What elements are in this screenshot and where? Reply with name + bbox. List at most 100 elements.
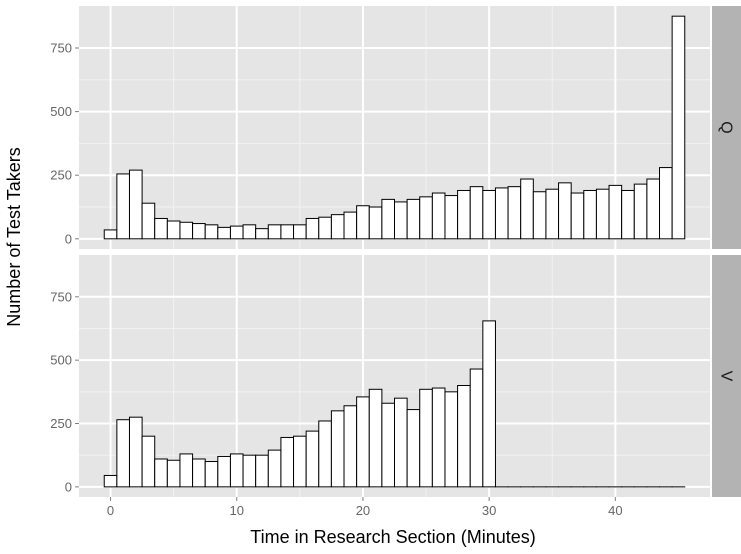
- histogram-bar: [267, 224, 282, 240]
- histogram-bar: [242, 454, 257, 488]
- facet-strip-label: Q: [718, 121, 735, 133]
- histogram-bar: [116, 173, 130, 240]
- histogram-bar: [318, 420, 332, 488]
- histogram-bar: [179, 453, 194, 488]
- histogram-bar: [469, 368, 484, 488]
- histogram-bar: [141, 202, 156, 240]
- histogram-bar: [356, 205, 370, 240]
- y-tick-label: 250: [50, 168, 72, 183]
- facet-panel-q: 0 250 500 750 Q: [50, 6, 741, 249]
- histogram-bar: [406, 409, 421, 488]
- histogram-bar: [318, 216, 332, 240]
- histogram-bar: [229, 453, 244, 488]
- histogram-bar: [532, 191, 547, 240]
- histogram-bar: [558, 182, 572, 240]
- histogram-bar: [166, 459, 181, 488]
- histogram-bar: [457, 385, 471, 488]
- histogram-bar: [166, 220, 181, 240]
- histogram-bar: [330, 214, 345, 240]
- histogram-bar: [570, 192, 585, 240]
- x-tick-label: 0: [107, 503, 114, 518]
- x-tick-label: 10: [230, 503, 244, 518]
- y-tick-label: 250: [50, 416, 72, 431]
- histogram-bar: [343, 405, 358, 488]
- histogram-bar: [671, 15, 686, 240]
- histogram-bar: [482, 189, 496, 240]
- histogram-bar: [545, 188, 560, 240]
- facet-panels: 0 250 500 750 Q 0 250 500 750 V: [50, 6, 741, 497]
- histogram-bar: [103, 474, 118, 488]
- histogram-bar: [280, 436, 295, 488]
- x-tick-label: 30: [482, 503, 496, 518]
- facet-panel-v: 0 250 500 750 V: [50, 255, 741, 497]
- histogram-bar: [267, 449, 282, 488]
- histogram-bar: [255, 228, 269, 240]
- y-tick-label: 500: [50, 353, 72, 368]
- histogram-bar: [482, 320, 496, 488]
- histogram-bar: [229, 225, 244, 240]
- histogram-bar: [583, 189, 597, 240]
- histogram-bar: [394, 397, 408, 488]
- histogram-bar: [431, 192, 446, 240]
- facet-strip-q: [712, 6, 741, 249]
- histogram-bar: [217, 226, 231, 240]
- histogram-bar: [507, 186, 522, 240]
- histogram-bar: [419, 196, 433, 240]
- histogram-bar: [381, 198, 396, 240]
- histogram-bar: [406, 198, 421, 240]
- y-tick-label: 750: [50, 289, 72, 304]
- histogram-bar: [217, 455, 231, 488]
- y-tick-label: 0: [65, 231, 72, 246]
- histogram-bar: [204, 224, 219, 240]
- histogram-bar: [154, 217, 168, 240]
- y-tick-label: 500: [50, 104, 72, 119]
- x-tick-label: 20: [356, 503, 370, 518]
- histogram-bar: [255, 454, 269, 488]
- histogram-bar: [494, 187, 509, 240]
- histogram-bar: [141, 435, 156, 488]
- histogram-bar: [444, 195, 459, 240]
- histogram-bar: [381, 402, 396, 488]
- histogram-bar: [179, 221, 194, 240]
- histogram-bar: [128, 169, 143, 240]
- histogram-bar: [621, 189, 635, 240]
- y-axis-title: Number of Test Takers: [4, 147, 24, 326]
- histogram-bar: [103, 229, 118, 240]
- histogram-bar: [128, 416, 143, 488]
- histogram-bar: [293, 435, 307, 488]
- histogram-bar: [520, 178, 534, 240]
- histogram-bar: [192, 223, 206, 240]
- y-tick-label: 750: [50, 40, 72, 55]
- histogram-bar: [457, 189, 471, 240]
- histogram-bar: [368, 388, 383, 488]
- histogram-bar: [469, 186, 484, 240]
- histogram-bar: [444, 391, 459, 488]
- histogram-bar: [204, 461, 219, 488]
- x-axis-title: Time in Research Section (Minutes): [250, 527, 535, 547]
- histogram-bar: [659, 167, 673, 240]
- histogram-bar: [368, 206, 383, 240]
- facet-strip-label: V: [718, 371, 735, 382]
- histogram-bar: [305, 430, 320, 488]
- histogram-bar: [116, 419, 130, 488]
- histogram-bar: [293, 224, 307, 240]
- histogram-bar: [608, 184, 623, 240]
- histogram-bar: [343, 211, 358, 240]
- histogram-bar: [419, 388, 433, 488]
- histogram-bar: [595, 188, 610, 240]
- histogram-bar: [431, 387, 446, 488]
- x-tick-label: 40: [608, 503, 622, 518]
- histogram-bar: [192, 458, 206, 488]
- y-tick-label: 0: [65, 479, 72, 494]
- histogram-bar: [633, 183, 648, 240]
- histogram-bar: [646, 178, 661, 240]
- histogram-bar: [330, 410, 345, 488]
- facet-strip-v: [712, 255, 741, 497]
- histogram-bar: [305, 217, 320, 240]
- histogram-bar: [394, 201, 408, 240]
- histogram-bar: [242, 224, 257, 240]
- histogram-bar: [356, 396, 370, 488]
- histogram-bar: [280, 224, 295, 240]
- x-axis: 0 10 20 30 40: [107, 497, 623, 518]
